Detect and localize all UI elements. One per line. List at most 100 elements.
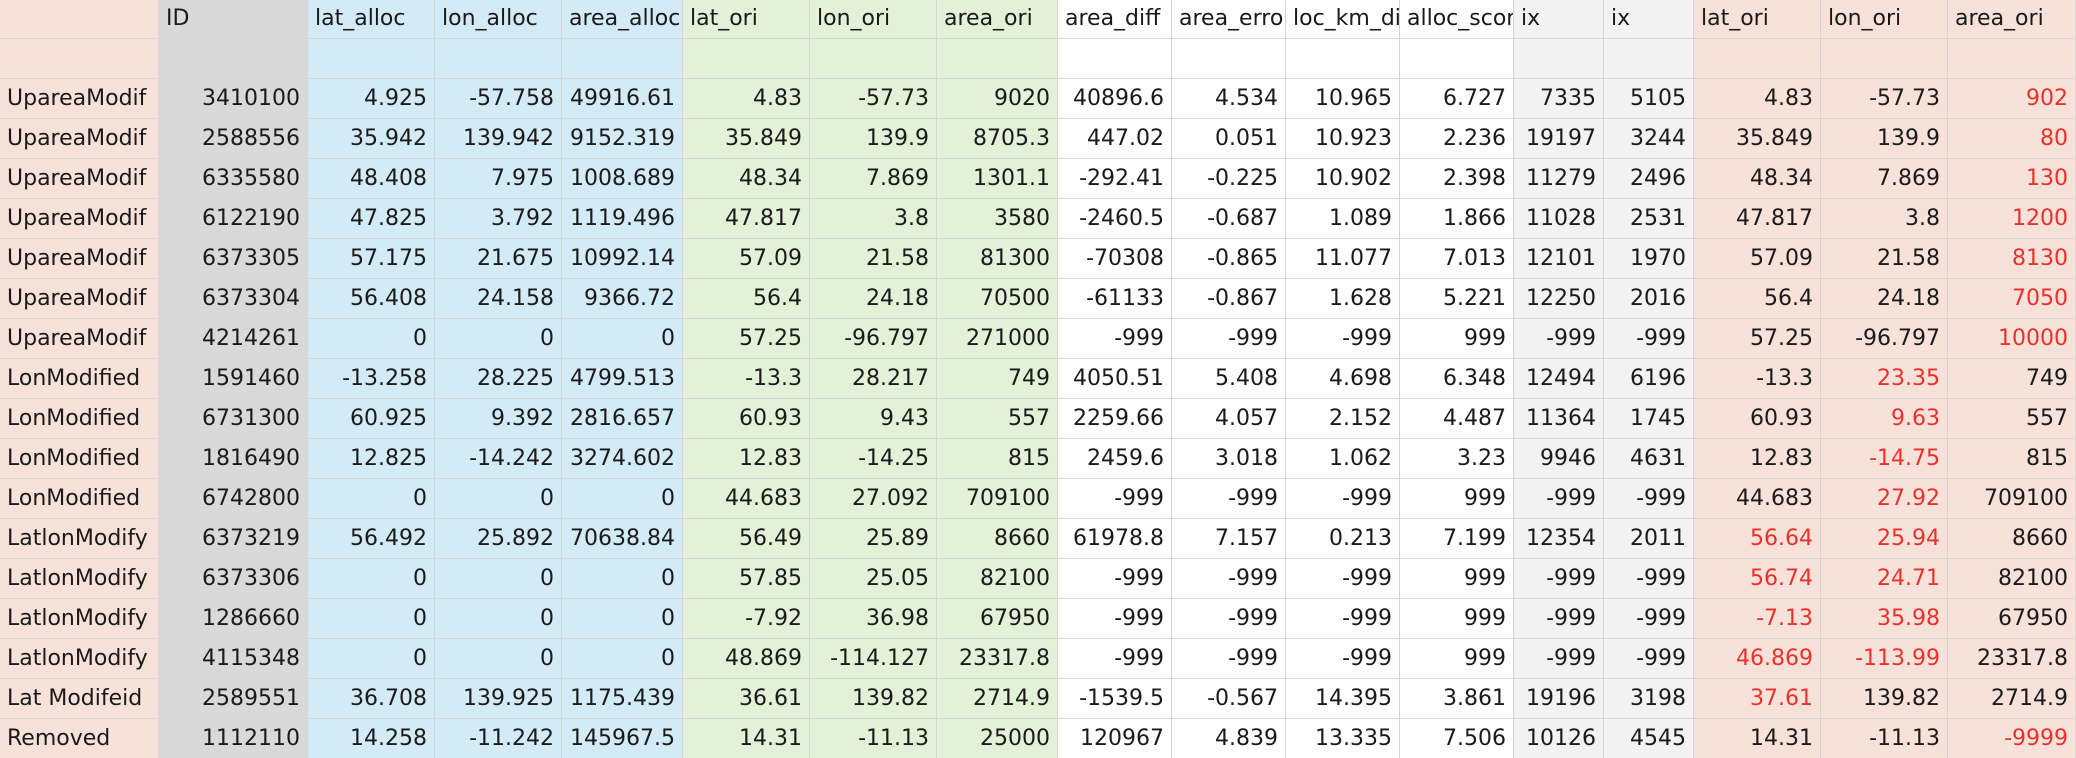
empty-cell[interactable] (1694, 39, 1821, 79)
cell-area-ori-check[interactable]: 709100 (1948, 479, 2076, 519)
cell-area-alloc[interactable]: 1175.439 (562, 679, 683, 719)
cell-ix-1[interactable]: 11028 (1514, 199, 1604, 239)
cell-id[interactable]: 6335580 (159, 159, 308, 199)
cell-lat-ori[interactable]: 57.09 (683, 239, 810, 279)
cell-lat-ori[interactable]: 48.869 (683, 639, 810, 679)
cell-lat-ori[interactable]: 56.4 (683, 279, 810, 319)
column-header-area-erro[interactable]: area_erro (1172, 0, 1286, 39)
cell-id[interactable]: 3410100 (159, 79, 308, 119)
cell-label[interactable]: LatlonModify (0, 519, 159, 559)
cell-lat-ori[interactable]: 35.849 (683, 119, 810, 159)
cell-lat-ori[interactable]: 12.83 (683, 439, 810, 479)
cell-area-ori[interactable]: 749 (937, 359, 1058, 399)
cell-ix-2[interactable]: 4545 (1604, 719, 1694, 758)
cell-lon-alloc[interactable]: 139.942 (435, 119, 562, 159)
cell-id[interactable]: 6373306 (159, 559, 308, 599)
empty-cell[interactable] (937, 39, 1058, 79)
cell-ix-1[interactable]: 12101 (1514, 239, 1604, 279)
cell-lat-ori[interactable]: -13.3 (683, 359, 810, 399)
cell-alloc-scor[interactable]: 999 (1400, 479, 1514, 519)
cell-area-diff[interactable]: -1539.5 (1058, 679, 1172, 719)
cell-area-ori-check[interactable]: 1200 (1948, 199, 2076, 239)
cell-lon-alloc[interactable]: 0 (435, 479, 562, 519)
cell-ix-1[interactable]: -999 (1514, 599, 1604, 639)
cell-loc-km-di[interactable]: 1.062 (1286, 439, 1400, 479)
cell-alloc-scor[interactable]: 4.487 (1400, 399, 1514, 439)
cell-area-diff[interactable]: 2259.66 (1058, 399, 1172, 439)
cell-lon-ori[interactable]: 9.43 (810, 399, 937, 439)
column-header-lat-ori[interactable]: lat_ori (683, 0, 810, 39)
cell-alloc-scor[interactable]: 2.398 (1400, 159, 1514, 199)
cell-area-diff[interactable]: 120967 (1058, 719, 1172, 758)
cell-loc-km-di[interactable]: -999 (1286, 639, 1400, 679)
cell-area-ori[interactable]: 709100 (937, 479, 1058, 519)
cell-lat-alloc[interactable]: 56.492 (308, 519, 435, 559)
cell-area-erro[interactable]: 4.534 (1172, 79, 1286, 119)
cell-lon-alloc[interactable]: 139.925 (435, 679, 562, 719)
cell-area-ori-check[interactable]: 2714.9 (1948, 679, 2076, 719)
cell-lat-ori[interactable]: 60.93 (683, 399, 810, 439)
cell-area-ori-check[interactable]: 557 (1948, 399, 2076, 439)
cell-alloc-scor[interactable]: 1.866 (1400, 199, 1514, 239)
cell-ix-1[interactable]: 12354 (1514, 519, 1604, 559)
cell-lon-ori-check[interactable]: 25.94 (1821, 519, 1948, 559)
cell-loc-km-di[interactable]: -999 (1286, 319, 1400, 359)
cell-ix-2[interactable]: -999 (1604, 479, 1694, 519)
cell-lon-ori-check[interactable]: 7.869 (1821, 159, 1948, 199)
cell-area-ori[interactable]: 81300 (937, 239, 1058, 279)
cell-lon-ori[interactable]: 25.89 (810, 519, 937, 559)
cell-label[interactable]: UpareaModif (0, 79, 159, 119)
cell-lon-ori[interactable]: -114.127 (810, 639, 937, 679)
cell-label[interactable]: UpareaModif (0, 119, 159, 159)
cell-alloc-scor[interactable]: 5.221 (1400, 279, 1514, 319)
cell-ix-1[interactable]: -999 (1514, 639, 1604, 679)
cell-area-alloc[interactable]: 0 (562, 559, 683, 599)
cell-area-ori[interactable]: 82100 (937, 559, 1058, 599)
cell-lon-ori[interactable]: 27.092 (810, 479, 937, 519)
cell-lon-alloc[interactable]: 3.792 (435, 199, 562, 239)
cell-area-ori-check[interactable]: 7050 (1948, 279, 2076, 319)
cell-area-alloc[interactable]: 0 (562, 639, 683, 679)
cell-ix-1[interactable]: 7335 (1514, 79, 1604, 119)
column-header-id[interactable]: ID (159, 0, 308, 39)
cell-lat-ori-check[interactable]: 12.83 (1694, 439, 1821, 479)
column-header-area-ori-check[interactable]: area_ori (1948, 0, 2076, 39)
cell-ix-2[interactable]: 1970 (1604, 239, 1694, 279)
cell-loc-km-di[interactable]: 10.923 (1286, 119, 1400, 159)
cell-alloc-scor[interactable]: 7.506 (1400, 719, 1514, 758)
empty-cell[interactable] (0, 39, 159, 79)
empty-cell[interactable] (435, 39, 562, 79)
cell-lat-ori[interactable]: 56.49 (683, 519, 810, 559)
cell-area-alloc[interactable]: 9152.319 (562, 119, 683, 159)
cell-loc-km-di[interactable]: 1.089 (1286, 199, 1400, 239)
cell-area-erro[interactable]: -0.867 (1172, 279, 1286, 319)
cell-lon-ori[interactable]: 25.05 (810, 559, 937, 599)
cell-lon-ori-check[interactable]: 27.92 (1821, 479, 1948, 519)
empty-cell[interactable] (1948, 39, 2076, 79)
cell-lon-alloc[interactable]: 0 (435, 559, 562, 599)
cell-area-alloc[interactable]: 3274.602 (562, 439, 683, 479)
cell-lat-ori[interactable]: 57.85 (683, 559, 810, 599)
cell-ix-1[interactable]: 19197 (1514, 119, 1604, 159)
cell-lat-alloc[interactable]: 0 (308, 319, 435, 359)
cell-loc-km-di[interactable]: 4.698 (1286, 359, 1400, 399)
cell-area-diff[interactable]: -999 (1058, 599, 1172, 639)
cell-alloc-scor[interactable]: 6.727 (1400, 79, 1514, 119)
cell-area-ori-check[interactable]: 23317.8 (1948, 639, 2076, 679)
cell-lat-ori-check[interactable]: 56.4 (1694, 279, 1821, 319)
cell-area-diff[interactable]: 447.02 (1058, 119, 1172, 159)
cell-alloc-scor[interactable]: 999 (1400, 319, 1514, 359)
cell-ix-2[interactable]: 5105 (1604, 79, 1694, 119)
cell-alloc-scor[interactable]: 6.348 (1400, 359, 1514, 399)
cell-ix-1[interactable]: 12250 (1514, 279, 1604, 319)
cell-ix-2[interactable]: 2496 (1604, 159, 1694, 199)
cell-ix-2[interactable]: 2011 (1604, 519, 1694, 559)
empty-cell[interactable] (810, 39, 937, 79)
cell-loc-km-di[interactable]: 14.395 (1286, 679, 1400, 719)
cell-lon-ori[interactable]: 139.82 (810, 679, 937, 719)
cell-lat-ori-check[interactable]: 48.34 (1694, 159, 1821, 199)
cell-lon-alloc[interactable]: 0 (435, 639, 562, 679)
cell-id[interactable]: 4214261 (159, 319, 308, 359)
cell-area-ori[interactable]: 815 (937, 439, 1058, 479)
cell-lat-ori-check[interactable]: -7.13 (1694, 599, 1821, 639)
